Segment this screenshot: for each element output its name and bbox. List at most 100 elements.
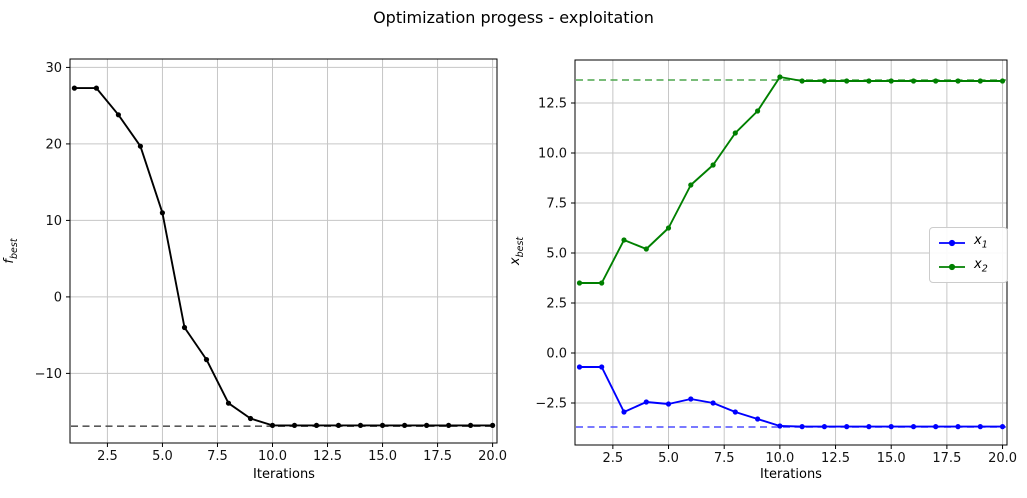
x-tick-label: 12.5 [313,449,342,464]
data-point-f_best [159,210,165,216]
data-point-f_best [424,422,430,428]
y-tick-label: 30 [45,61,62,76]
data-point-x_2 [710,162,716,168]
x-tick-label: 2.5 [97,449,118,464]
data-point-x_2 [732,130,738,136]
subplots-canvas: 2.5 5.0 7.5 10.0 12.5 15.0 17.5 20.0 −10 0 10 20 30 2… [35,58,1017,466]
figure-title: Optimization progess - exploitation [373,8,654,27]
legend-item-x1: x1 [937,233,999,254]
x-tick-label: 15.0 [877,451,906,466]
data-point-x_1 [576,364,583,370]
x-tick-label: 12.5 [821,451,850,466]
data-point-f_best [115,112,121,118]
data-point-x_2 [866,78,872,84]
data-point-x_2 [599,280,605,286]
data-point-x_1 [799,424,805,430]
data-point-x_1 [977,424,983,430]
x-tick-label: 2.5 [603,451,624,466]
legend-item-x2: x2 [937,257,999,278]
series-line-f_best [73,87,494,427]
series-line-x_1 [578,366,1004,428]
data-point-x_2 [821,78,828,84]
y-tick-label: 7.5 [546,197,567,212]
data-point-x_1 [643,399,649,405]
x-tick-label: 5.0 [152,449,173,464]
data-point-x_2 [777,74,783,80]
data-point-x_1 [933,424,939,430]
data-point-x_1 [844,424,850,430]
series-line-x_2 [578,76,1004,284]
data-point-x_1 [710,400,716,406]
data-point-f_best [71,85,77,91]
data-point-f_best [203,357,210,363]
y-tick-label: −2.5 [535,397,567,412]
data-point-x_1 [888,424,894,430]
axes-spines [69,58,498,444]
legend: x1 x2 [929,227,1008,284]
data-point-f_best [225,400,232,406]
data-point-x_1 [665,401,672,407]
x-tick-label: 7.5 [714,451,735,466]
x2-line-swatch [939,263,965,270]
x-tick-label: 15.0 [368,449,397,464]
data-point-x_1 [955,424,961,430]
x-tick-label: 5.0 [658,451,679,466]
right-ylabel: xbest [508,236,526,266]
x-tick-label: 7.5 [207,449,228,464]
data-point-x_2 [955,78,961,84]
y-tick-label: −10 [35,367,62,382]
legend-label-x2: x2 [974,256,988,275]
data-point-x_1 [599,364,605,370]
data-point-f_best [379,422,386,428]
data-point-x_1 [821,424,828,430]
x-tick-label: 20.0 [988,451,1017,466]
x-tick-label: 10.0 [258,449,287,464]
data-point-x_2 [755,108,761,114]
data-point-x_1 [755,416,761,422]
y-tick-label: 5.0 [546,247,567,262]
data-point-x_1 [866,424,872,430]
data-point-x_1 [688,396,694,402]
data-point-x_2 [999,78,1006,84]
data-point-f_best [137,143,143,149]
left-xlabel: Iterations [253,467,315,482]
legend-label-x1: x1 [974,233,988,251]
x-tick-label: 10.0 [765,451,794,466]
data-point-f_best [181,324,188,331]
left-ylabel: fbest [2,238,20,264]
data-point-f_best [313,422,320,428]
x-tick-label: 17.5 [423,449,452,464]
data-point-x_2 [844,78,850,84]
y-tick-label: 0.0 [546,347,567,362]
y-tick-label: 2.5 [546,297,567,312]
data-point-x_2 [621,237,627,243]
data-point-x_1 [910,424,917,430]
y-tick-label: 10.0 [538,147,567,162]
data-point-x_2 [977,78,983,84]
y-tick-label: 0 [54,290,62,305]
data-point-x_2 [643,246,649,252]
data-point-x_1 [621,409,627,415]
x1-line-swatch [939,240,965,247]
right-xlabel: Iterations [760,467,822,482]
data-point-x_1 [999,424,1006,430]
data-point-f_best [269,422,276,428]
data-point-x_2 [933,78,939,84]
y-tick-label: 20 [45,137,62,152]
data-point-x_2 [910,78,917,84]
data-point-x_1 [777,423,783,429]
data-point-f_best [468,422,474,428]
data-point-x_2 [665,225,672,231]
data-point-f_best [490,422,496,428]
data-point-f_best [335,422,342,428]
data-point-x_2 [888,78,894,84]
x-tick-label: 17.5 [932,451,961,466]
x-tick-label: 20.0 [478,449,507,464]
data-point-f_best [247,415,254,422]
y-tick-label: 12.5 [538,97,567,112]
data-point-x_2 [688,182,694,188]
data-point-f_best [93,85,99,91]
data-point-f_best [446,422,452,428]
y-tick-label: 10 [45,214,62,229]
